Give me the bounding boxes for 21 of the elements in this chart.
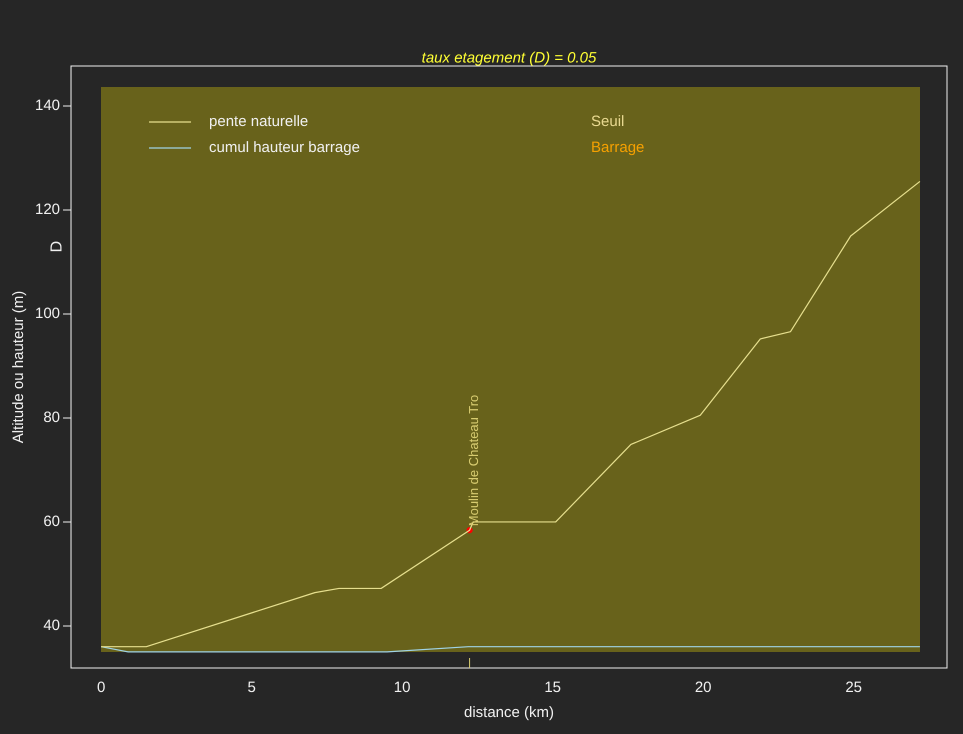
chart-title: taux etagement (D) = 0.05 bbox=[422, 50, 598, 67]
x-tick-label: 20 bbox=[694, 679, 712, 696]
legend-label: cumul hauteur barrage bbox=[209, 139, 360, 156]
legend-label: Seuil bbox=[591, 113, 624, 130]
legend-label: Barrage bbox=[591, 139, 644, 156]
x-tick-label: 10 bbox=[394, 679, 410, 696]
y-tick-label: 140 bbox=[34, 97, 60, 114]
x-tick-label: 0 bbox=[96, 679, 106, 696]
y-axis-title: Altitude ou hauteur (m) bbox=[10, 290, 28, 444]
text: D bbox=[48, 240, 66, 252]
x-tick-label: 15 bbox=[544, 679, 562, 696]
x-tick-label: 25 bbox=[845, 679, 862, 696]
y-tick-label: 60 bbox=[43, 513, 60, 530]
x-tick-label: 5 bbox=[247, 679, 256, 696]
y-tick-label: 100 bbox=[34, 305, 60, 322]
annotation: Moulin de Chateau Tro bbox=[466, 394, 482, 526]
y-tick-label: 40 bbox=[43, 617, 60, 634]
y-tick-label: 120 bbox=[34, 201, 60, 218]
legend-label: pente naturelle bbox=[209, 113, 308, 130]
y-tick-label: 80 bbox=[43, 409, 60, 426]
x-axis-title: distance (km) bbox=[464, 704, 554, 722]
